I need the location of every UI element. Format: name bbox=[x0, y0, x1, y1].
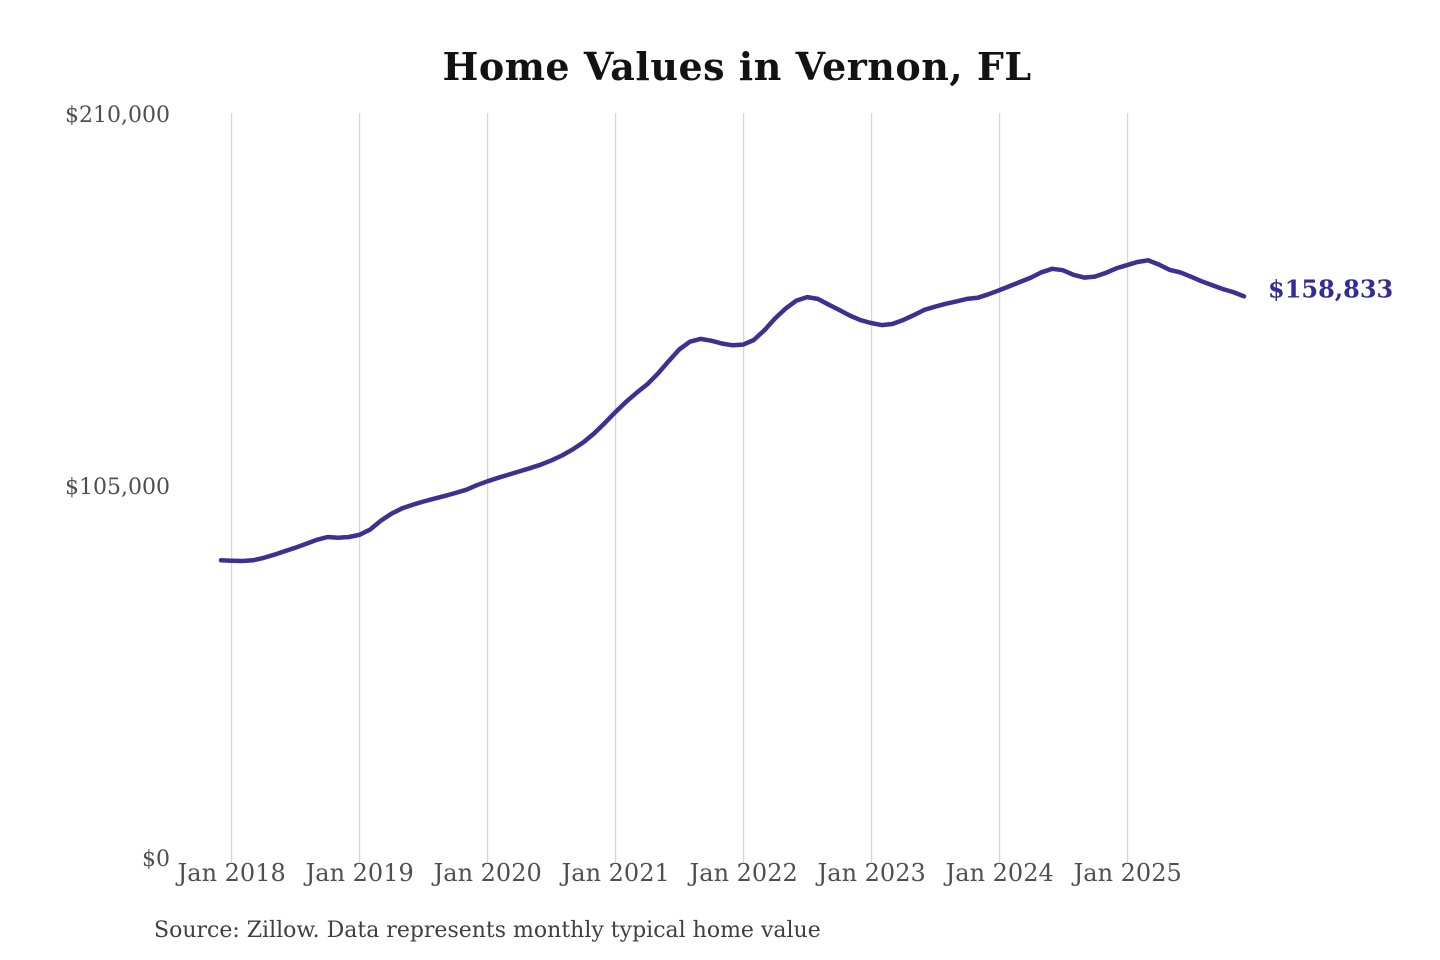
gridlines bbox=[231, 113, 1129, 862]
y-tick-label: $0 bbox=[142, 847, 170, 872]
x-tick-label: Jan 2025 bbox=[1071, 859, 1182, 887]
x-tick-label: Jan 2018 bbox=[175, 859, 286, 887]
y-tick-label: $105,000 bbox=[65, 475, 170, 500]
x-tick-label: Jan 2020 bbox=[431, 859, 542, 887]
x-tick-label: Jan 2024 bbox=[943, 859, 1054, 887]
y-axis-tick-labels: $0 $105,000 $210,000 bbox=[65, 103, 170, 872]
latest-value-label: $158,833 bbox=[1268, 274, 1393, 303]
x-tick-label: Jan 2019 bbox=[303, 859, 414, 887]
x-tick-label: Jan 2023 bbox=[815, 859, 926, 887]
home-value-line-series bbox=[218, 258, 1247, 564]
source-note: Source: Zillow. Data represents monthly … bbox=[154, 918, 821, 943]
y-tick-label: $210,000 bbox=[65, 103, 170, 128]
x-axis-tick-labels: Jan 2018 Jan 2019 Jan 2020 Jan 2021 Jan 2022… bbox=[175, 859, 1182, 887]
chart-title: Home Values in Vernon, FL bbox=[442, 44, 1032, 89]
x-tick-label: Jan 2022 bbox=[687, 859, 798, 887]
x-tick-label: Jan 2021 bbox=[559, 859, 670, 887]
